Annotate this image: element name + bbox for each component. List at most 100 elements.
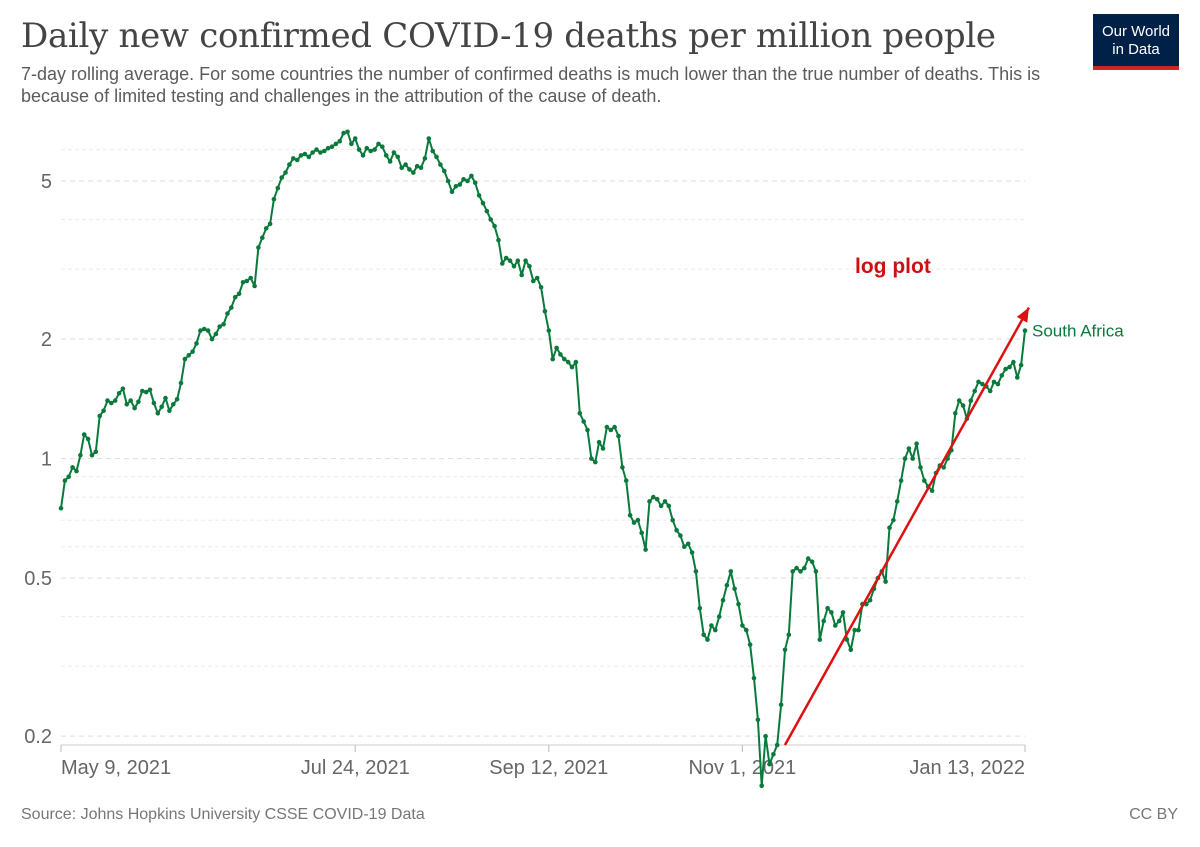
- data-point[interactable]: [194, 341, 199, 346]
- data-point[interactable]: [515, 258, 521, 264]
- data-point[interactable]: [643, 547, 648, 552]
- data-point[interactable]: [186, 353, 192, 358]
- data-point[interactable]: [120, 386, 126, 392]
- data-point[interactable]: [774, 742, 780, 748]
- data-point[interactable]: [275, 185, 281, 191]
- data-point[interactable]: [283, 170, 288, 175]
- data-point[interactable]: [364, 145, 370, 151]
- data-point[interactable]: [190, 349, 195, 354]
- data-point[interactable]: [442, 168, 447, 174]
- data-point[interactable]: [662, 499, 668, 504]
- data-point[interactable]: [786, 632, 792, 638]
- data-point[interactable]: [836, 618, 842, 624]
- data-point[interactable]: [987, 388, 993, 394]
- data-point[interactable]: [66, 474, 71, 480]
- data-point[interactable]: [457, 182, 463, 187]
- data-point[interactable]: [333, 141, 339, 147]
- data-point[interactable]: [430, 148, 436, 154]
- data-point[interactable]: [658, 503, 664, 509]
- data-point[interactable]: [221, 321, 226, 327]
- data-point[interactable]: [178, 380, 184, 386]
- data-point[interactable]: [821, 618, 826, 624]
- data-point[interactable]: [151, 400, 157, 406]
- data-point[interactable]: [887, 525, 892, 530]
- data-point[interactable]: [728, 569, 734, 574]
- data-point[interactable]: [627, 512, 633, 518]
- data-point[interactable]: [337, 138, 343, 144]
- data-point[interactable]: [527, 264, 532, 269]
- data-point[interactable]: [778, 702, 784, 707]
- data-point[interactable]: [198, 328, 203, 333]
- data-point[interactable]: [883, 579, 888, 584]
- data-point[interactable]: [105, 398, 110, 403]
- data-point[interactable]: [387, 159, 393, 164]
- data-point[interactable]: [143, 389, 149, 395]
- data-point[interactable]: [507, 258, 513, 264]
- data-point[interactable]: [372, 147, 377, 152]
- data-point[interactable]: [631, 520, 637, 525]
- data-point[interactable]: [562, 356, 567, 362]
- data-point[interactable]: [705, 637, 710, 642]
- data-point[interactable]: [205, 328, 211, 333]
- data-point[interactable]: [74, 468, 79, 474]
- data-point[interactable]: [968, 398, 974, 403]
- data-point[interactable]: [813, 569, 819, 574]
- data-point[interactable]: [414, 163, 420, 169]
- data-point[interactable]: [78, 452, 83, 458]
- data-point[interactable]: [922, 478, 927, 483]
- data-point[interactable]: [898, 478, 904, 483]
- data-point[interactable]: [58, 505, 64, 511]
- data-point[interactable]: [577, 411, 583, 416]
- data-point[interactable]: [511, 264, 517, 269]
- data-point[interactable]: [747, 642, 753, 647]
- data-point[interactable]: [89, 452, 95, 458]
- data-point[interactable]: [635, 517, 641, 523]
- data-point[interactable]: [209, 336, 215, 342]
- data-point[interactable]: [201, 326, 207, 332]
- data-point[interactable]: [1007, 364, 1012, 370]
- data-point[interactable]: [85, 436, 91, 442]
- data-point[interactable]: [391, 150, 397, 155]
- data-point[interactable]: [697, 605, 703, 611]
- data-point[interactable]: [867, 597, 873, 603]
- data-point[interactable]: [453, 184, 459, 189]
- data-point[interactable]: [666, 503, 672, 509]
- data-point[interactable]: [422, 156, 428, 161]
- data-point[interactable]: [434, 154, 439, 160]
- data-point[interactable]: [232, 294, 238, 300]
- data-point[interactable]: [713, 627, 718, 633]
- data-point[interactable]: [97, 413, 102, 419]
- data-point[interactable]: [252, 283, 257, 289]
- data-point[interactable]: [546, 328, 552, 333]
- data-point[interactable]: [503, 255, 509, 261]
- data-point[interactable]: [902, 456, 908, 461]
- data-point[interactable]: [225, 311, 230, 316]
- data-point[interactable]: [341, 130, 346, 136]
- data-point[interactable]: [716, 614, 722, 619]
- data-point[interactable]: [356, 147, 362, 152]
- data-point[interactable]: [418, 165, 424, 171]
- data-point[interactable]: [550, 356, 555, 362]
- data-point[interactable]: [1011, 359, 1016, 365]
- data-point[interactable]: [554, 345, 559, 351]
- data-point[interactable]: [167, 408, 172, 414]
- data-point[interactable]: [244, 278, 250, 284]
- data-point[interactable]: [759, 783, 764, 789]
- data-point[interactable]: [531, 278, 536, 284]
- data-point[interactable]: [519, 272, 524, 278]
- data-point[interactable]: [163, 395, 168, 401]
- data-point[interactable]: [229, 305, 234, 310]
- data-point[interactable]: [693, 569, 699, 574]
- data-point[interactable]: [647, 499, 652, 504]
- data-point[interactable]: [678, 533, 683, 538]
- data-point[interactable]: [891, 517, 896, 523]
- data-point[interactable]: [744, 627, 749, 633]
- data-point[interactable]: [360, 153, 366, 158]
- data-point[interactable]: [291, 156, 296, 161]
- data-point[interactable]: [918, 465, 923, 470]
- data-point[interactable]: [465, 178, 470, 184]
- series-label[interactable]: South Africa: [1032, 322, 1124, 341]
- data-point[interactable]: [910, 456, 915, 461]
- data-point[interactable]: [670, 517, 675, 523]
- data-point[interactable]: [329, 144, 335, 149]
